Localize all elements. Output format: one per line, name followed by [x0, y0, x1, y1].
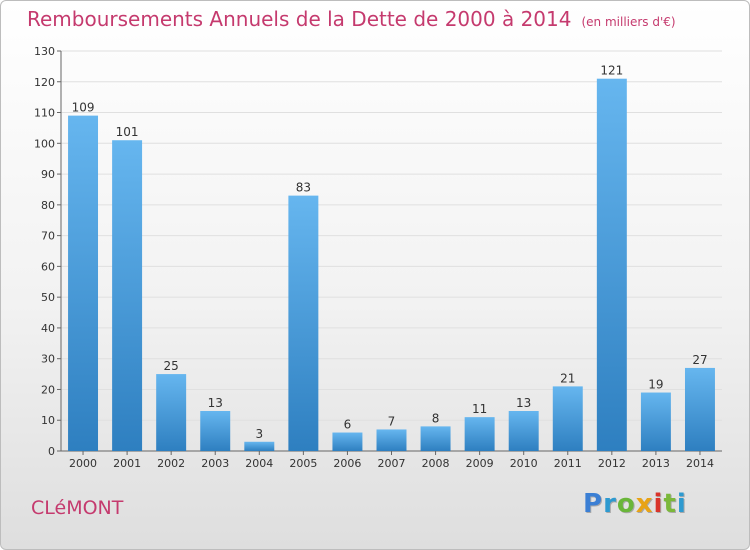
x-tick-label: 2011 — [554, 457, 582, 470]
bar-value-label: 19 — [648, 378, 663, 392]
x-tick-label: 2007 — [378, 457, 406, 470]
x-tick-label: 2014 — [686, 457, 714, 470]
x-tick-label: 2003 — [201, 457, 229, 470]
logo-letter: t — [663, 489, 677, 519]
x-tick-label: 2006 — [333, 457, 361, 470]
y-tick-label: 20 — [41, 383, 55, 396]
bar-value-label: 3 — [255, 427, 263, 441]
data-labels: 109 101 25 13 3 83 6 7 8 11 13 21 121 19 27 — [72, 64, 708, 441]
logo-letter: o — [616, 489, 636, 519]
y-tick-label: 40 — [41, 322, 55, 335]
y-tick-label: 90 — [41, 168, 55, 181]
x-tick-label: 2000 — [69, 457, 97, 470]
bar — [420, 426, 451, 451]
y-tick-label: 80 — [41, 199, 55, 212]
logo-letter: i — [653, 489, 664, 519]
bar — [596, 78, 627, 451]
y-axis-ticks: 0 10 20 30 40 50 60 70 80 90 100 110 120 130 — [34, 45, 55, 458]
proxiti-logo: Proxiti — [583, 489, 687, 519]
bar-value-label: 101 — [116, 125, 139, 139]
chart-title: Remboursements Annuels de la Dette de 20… — [27, 7, 676, 31]
y-tick-label: 10 — [41, 414, 55, 427]
y-tick-label: 0 — [48, 445, 55, 458]
y-tick-label: 120 — [34, 76, 55, 89]
bar — [464, 417, 495, 451]
bar-value-label: 6 — [344, 418, 352, 432]
bar-value-label: 13 — [516, 396, 531, 410]
bar-value-label: 11 — [472, 402, 487, 416]
logo-letter: P — [583, 489, 604, 519]
x-tick-label: 2008 — [422, 457, 450, 470]
y-tick-label: 60 — [41, 260, 55, 273]
logo-letter: i — [676, 489, 687, 519]
y-tick-label: 50 — [41, 291, 55, 304]
chart-unit: (en milliers d'€) — [581, 15, 676, 29]
logo-letter: x — [635, 489, 654, 519]
bar-value-label: 25 — [164, 359, 179, 373]
bar-value-label: 121 — [600, 64, 623, 78]
y-tick-label: 30 — [41, 353, 55, 366]
bar — [68, 115, 99, 451]
x-tick-label: 2002 — [157, 457, 185, 470]
bar — [332, 432, 363, 451]
bar-value-label: 7 — [388, 414, 396, 428]
y-tick-label: 100 — [34, 137, 55, 150]
y-tick-label: 70 — [41, 230, 55, 243]
x-axis-ticks: 2000 2001 2002 2003 2004 2005 2006 2007 2008 2009… — [69, 457, 714, 470]
x-tick-label: 2012 — [598, 457, 626, 470]
bar — [640, 392, 671, 451]
logo-letter: r — [603, 489, 617, 519]
x-tick-label: 2013 — [642, 457, 670, 470]
x-tick-label: 2004 — [245, 457, 273, 470]
chart-title-text: Remboursements Annuels de la Dette de 20… — [27, 7, 572, 31]
x-tick-label: 2009 — [466, 457, 494, 470]
bar-value-label: 27 — [692, 353, 707, 367]
bar-value-label: 8 — [432, 411, 440, 425]
bar — [508, 411, 539, 451]
commune-name: CLéMONT — [31, 497, 124, 519]
bar — [552, 386, 583, 451]
bar — [156, 374, 187, 451]
bar — [200, 411, 231, 451]
x-tick-label: 2010 — [510, 457, 538, 470]
bar-value-label: 83 — [296, 181, 311, 195]
y-tick-label: 130 — [34, 45, 55, 58]
bar — [684, 367, 715, 451]
y-tick-label: 110 — [34, 107, 55, 120]
bars — [68, 78, 715, 451]
bar — [288, 195, 319, 451]
bar-value-label: 21 — [560, 371, 575, 385]
bar-value-label: 109 — [72, 101, 95, 115]
x-tick-label: 2005 — [289, 457, 317, 470]
bar — [244, 441, 275, 451]
bar-value-label: 13 — [208, 396, 223, 410]
bar — [376, 429, 407, 451]
bar — [112, 140, 143, 451]
x-tick-label: 2001 — [113, 457, 141, 470]
